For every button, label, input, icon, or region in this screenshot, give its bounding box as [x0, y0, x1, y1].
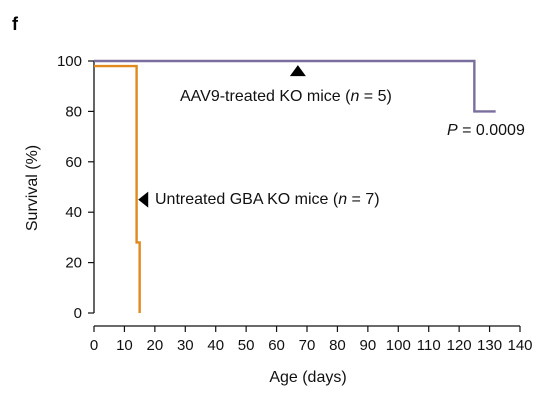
x-axis-title: Age (days): [269, 369, 346, 386]
untreated-marker: [138, 191, 149, 208]
x-tick-label: 130: [477, 337, 502, 354]
y-tick-label: 0: [74, 305, 82, 322]
series-line-0: [94, 64, 141, 313]
x-tick-label: 60: [268, 337, 285, 354]
panel-label: f: [12, 14, 19, 34]
y-tick-label: 20: [65, 255, 82, 272]
x-tick-label: 80: [329, 337, 346, 354]
y-tick-label: 60: [65, 154, 82, 171]
x-tick-label: 0: [90, 337, 98, 354]
y-axis-title: Survival (%): [24, 145, 41, 231]
aav-annotation: AAV9-treated KO mice (n = 5): [180, 88, 392, 105]
x-tick-label: 120: [447, 337, 472, 354]
x-tick-label: 140: [507, 337, 532, 354]
x-tick-label: 70: [299, 337, 316, 354]
axes: 0 10 20 30 40 50 60 70 80 90 100 110 120 130 140 0 20 40 6…: [57, 53, 533, 354]
x-tick-label: 100: [386, 337, 411, 354]
x-tick-label: 90: [360, 337, 377, 354]
x-tick-label: 30: [177, 337, 194, 354]
x-tick-label: 50: [238, 337, 255, 354]
x-tick-label: 110: [417, 337, 441, 354]
p-value-annotation: P = 0.0009: [447, 122, 525, 139]
series-group: [94, 59, 496, 313]
x-tick-label: 40: [207, 337, 224, 354]
y-tick-label: 40: [65, 204, 82, 221]
y-tick-label: 100: [57, 53, 82, 70]
series-line-1: [94, 59, 496, 113]
x-tick-label: 20: [147, 337, 164, 354]
annotations: AAV9-treated KO mice (n = 5) Untreated GB…: [138, 65, 525, 208]
y-tick-label: 80: [65, 103, 82, 120]
untreated-annotation: Untreated GBA KO mice (n = 7): [155, 191, 380, 208]
aav-marker: [289, 65, 306, 77]
x-tick-label: 10: [116, 337, 133, 354]
